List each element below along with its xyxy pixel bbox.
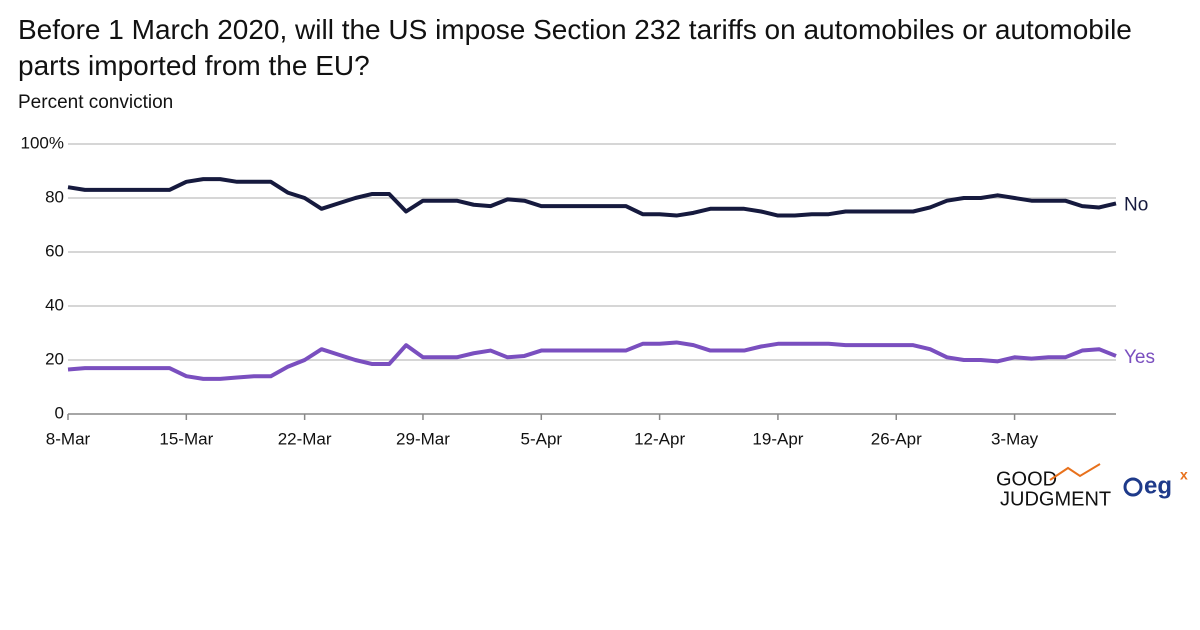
logo-text: JUDGMENT: [1000, 488, 1111, 510]
chart-subtitle: Percent conviction: [18, 92, 174, 113]
series-line: [67, 177, 1117, 218]
chart-title: Before 1 March 2020, will the US impose …: [18, 14, 1132, 81]
x-tick-label: 3-May: [991, 429, 1039, 448]
y-tick-label: 100%: [21, 133, 64, 152]
y-tick-label: 80: [45, 187, 64, 206]
x-tick-label: 29-Mar: [396, 429, 450, 448]
logo-text: x: [1180, 467, 1188, 483]
x-tick-label: 26-Apr: [871, 429, 922, 448]
y-tick-label: 0: [55, 403, 64, 422]
x-tick-label: 15-Mar: [159, 429, 213, 448]
y-tick-label: 20: [45, 349, 64, 368]
x-tick-label: 5-Apr: [521, 429, 563, 448]
y-tick-label: 60: [45, 241, 64, 260]
logo-text: GOOD: [996, 468, 1057, 490]
y-tick-label: 40: [45, 295, 64, 314]
x-tick-label: 19-Apr: [752, 429, 803, 448]
x-tick-label: 22-Mar: [278, 429, 332, 448]
series-label: No: [1124, 194, 1148, 215]
logo-arrow: [1049, 463, 1101, 481]
x-tick-label: 12-Apr: [634, 429, 685, 448]
x-tick-label: 8-Mar: [46, 429, 91, 448]
logo-text: eg: [1144, 472, 1172, 499]
logo-icon: [1123, 477, 1143, 497]
series-line: [67, 340, 1117, 381]
series-label: Yes: [1124, 347, 1155, 368]
